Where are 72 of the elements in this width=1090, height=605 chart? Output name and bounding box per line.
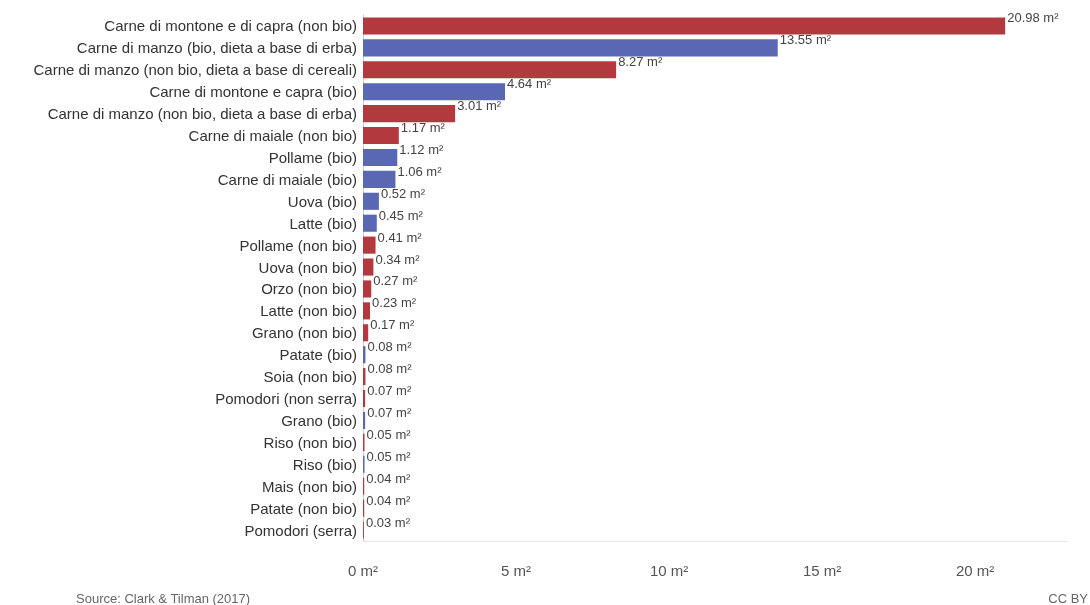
data-label: 0.45 m²: [378, 207, 424, 223]
bar: [363, 258, 374, 276]
y-tick-label: Riso (bio): [292, 455, 357, 473]
data-label: 0.34 m²: [375, 251, 421, 267]
y-tick-label: Grano (non bio): [251, 324, 357, 342]
bar: [363, 214, 377, 232]
x-tick-label: 10 m²: [649, 562, 689, 579]
data-label: 0.52 m²: [380, 185, 426, 201]
bar: [363, 61, 617, 79]
y-tick-label: Carne di manzo (bio, dieta a base di erba): [76, 39, 357, 57]
data-label: 20.98 m²: [1007, 10, 1060, 26]
x-tick-label: 0 m²: [348, 562, 378, 579]
bar: [363, 126, 399, 145]
data-label: 13.55 m²: [779, 32, 832, 48]
data-label: 3.01 m²: [457, 98, 502, 114]
data-label: 0.08 m²: [367, 339, 413, 355]
data-label: 0.08 m²: [367, 361, 413, 377]
y-tick-label: Carne di manzo (non bio, dieta a base di cereali): [33, 61, 357, 79]
y-tick-label: Uova (bio): [287, 192, 357, 210]
bar: [363, 148, 398, 167]
bar: [363, 280, 372, 298]
bar: [363, 192, 379, 210]
data-label: 0.04 m²: [366, 470, 411, 486]
bar: [363, 236, 376, 254]
y-tick-label: Carne di maiale (non bio): [188, 127, 357, 145]
y-tick-label: Patate (non bio): [250, 499, 357, 517]
data-label: 0.27 m²: [373, 273, 419, 289]
data-label: 1.12 m²: [399, 141, 445, 157]
y-tick-label: Carne di manzo (non bio, dieta a base di erba): [47, 105, 357, 123]
x-tick-label: 15 m²: [802, 562, 842, 579]
bar: [363, 17, 1006, 35]
data-label: 1.17 m²: [400, 120, 446, 136]
x-tick-label: 5 m²: [501, 562, 532, 579]
source-note: Source: Clark & Tilman (2017): [76, 591, 251, 605]
data-label: 0.17 m²: [370, 317, 415, 333]
y-tick-label: Pomodori (serra): [244, 521, 357, 539]
x-tick-label: 20 m²: [956, 562, 995, 579]
bar: [363, 411, 366, 430]
y-tick-label: Soia (non bio): [263, 368, 357, 386]
y-tick-label: Uova (non bio): [258, 258, 357, 276]
data-label: 0.03 m²: [365, 514, 411, 530]
y-tick-label: Carne di maiale (bio): [217, 170, 357, 188]
data-label: 4.64 m²: [507, 76, 552, 92]
data-label: 0.07 m²: [367, 383, 412, 399]
y-tick-label: Carne di montone e capra (bio): [149, 83, 357, 101]
bar: [363, 302, 371, 320]
y-tick-label: Pomodori (non serra): [215, 390, 357, 408]
bar: [363, 83, 506, 101]
y-tick-label: Pollame (bio): [268, 148, 357, 166]
bar: [363, 324, 369, 342]
data-label: 0.41 m²: [377, 229, 423, 245]
data-label: 0.07 m²: [367, 404, 412, 420]
data-label: 0.05 m²: [366, 448, 412, 464]
bar: [363, 105, 456, 123]
y-tick-label: Patate (bio): [279, 346, 357, 364]
y-tick-label: Mais (non bio): [261, 477, 357, 495]
y-tick-label: Pollame (non bio): [239, 236, 357, 254]
y-tick-label: Latte (bio): [289, 214, 357, 232]
y-tick-label: Latte (non bio): [260, 302, 357, 320]
y-tick-label: Grano (bio): [281, 411, 357, 429]
text: CC BY: [1048, 591, 1089, 605]
data-label: 8.27 m²: [618, 54, 663, 70]
bar: [363, 389, 366, 408]
y-tick-label: Riso (non bio): [263, 433, 357, 451]
data-label: 0.23 m²: [372, 295, 417, 311]
data-label: 1.06 m²: [397, 163, 443, 179]
data-label: 0.05 m²: [366, 426, 412, 442]
bar: [363, 39, 778, 57]
y-tick-label: Orzo (non bio): [261, 280, 357, 298]
bar: [363, 170, 396, 188]
data-label: 0.04 m²: [366, 492, 411, 508]
y-tick-label: Carne di montone e di capra (non bio): [104, 17, 357, 35]
